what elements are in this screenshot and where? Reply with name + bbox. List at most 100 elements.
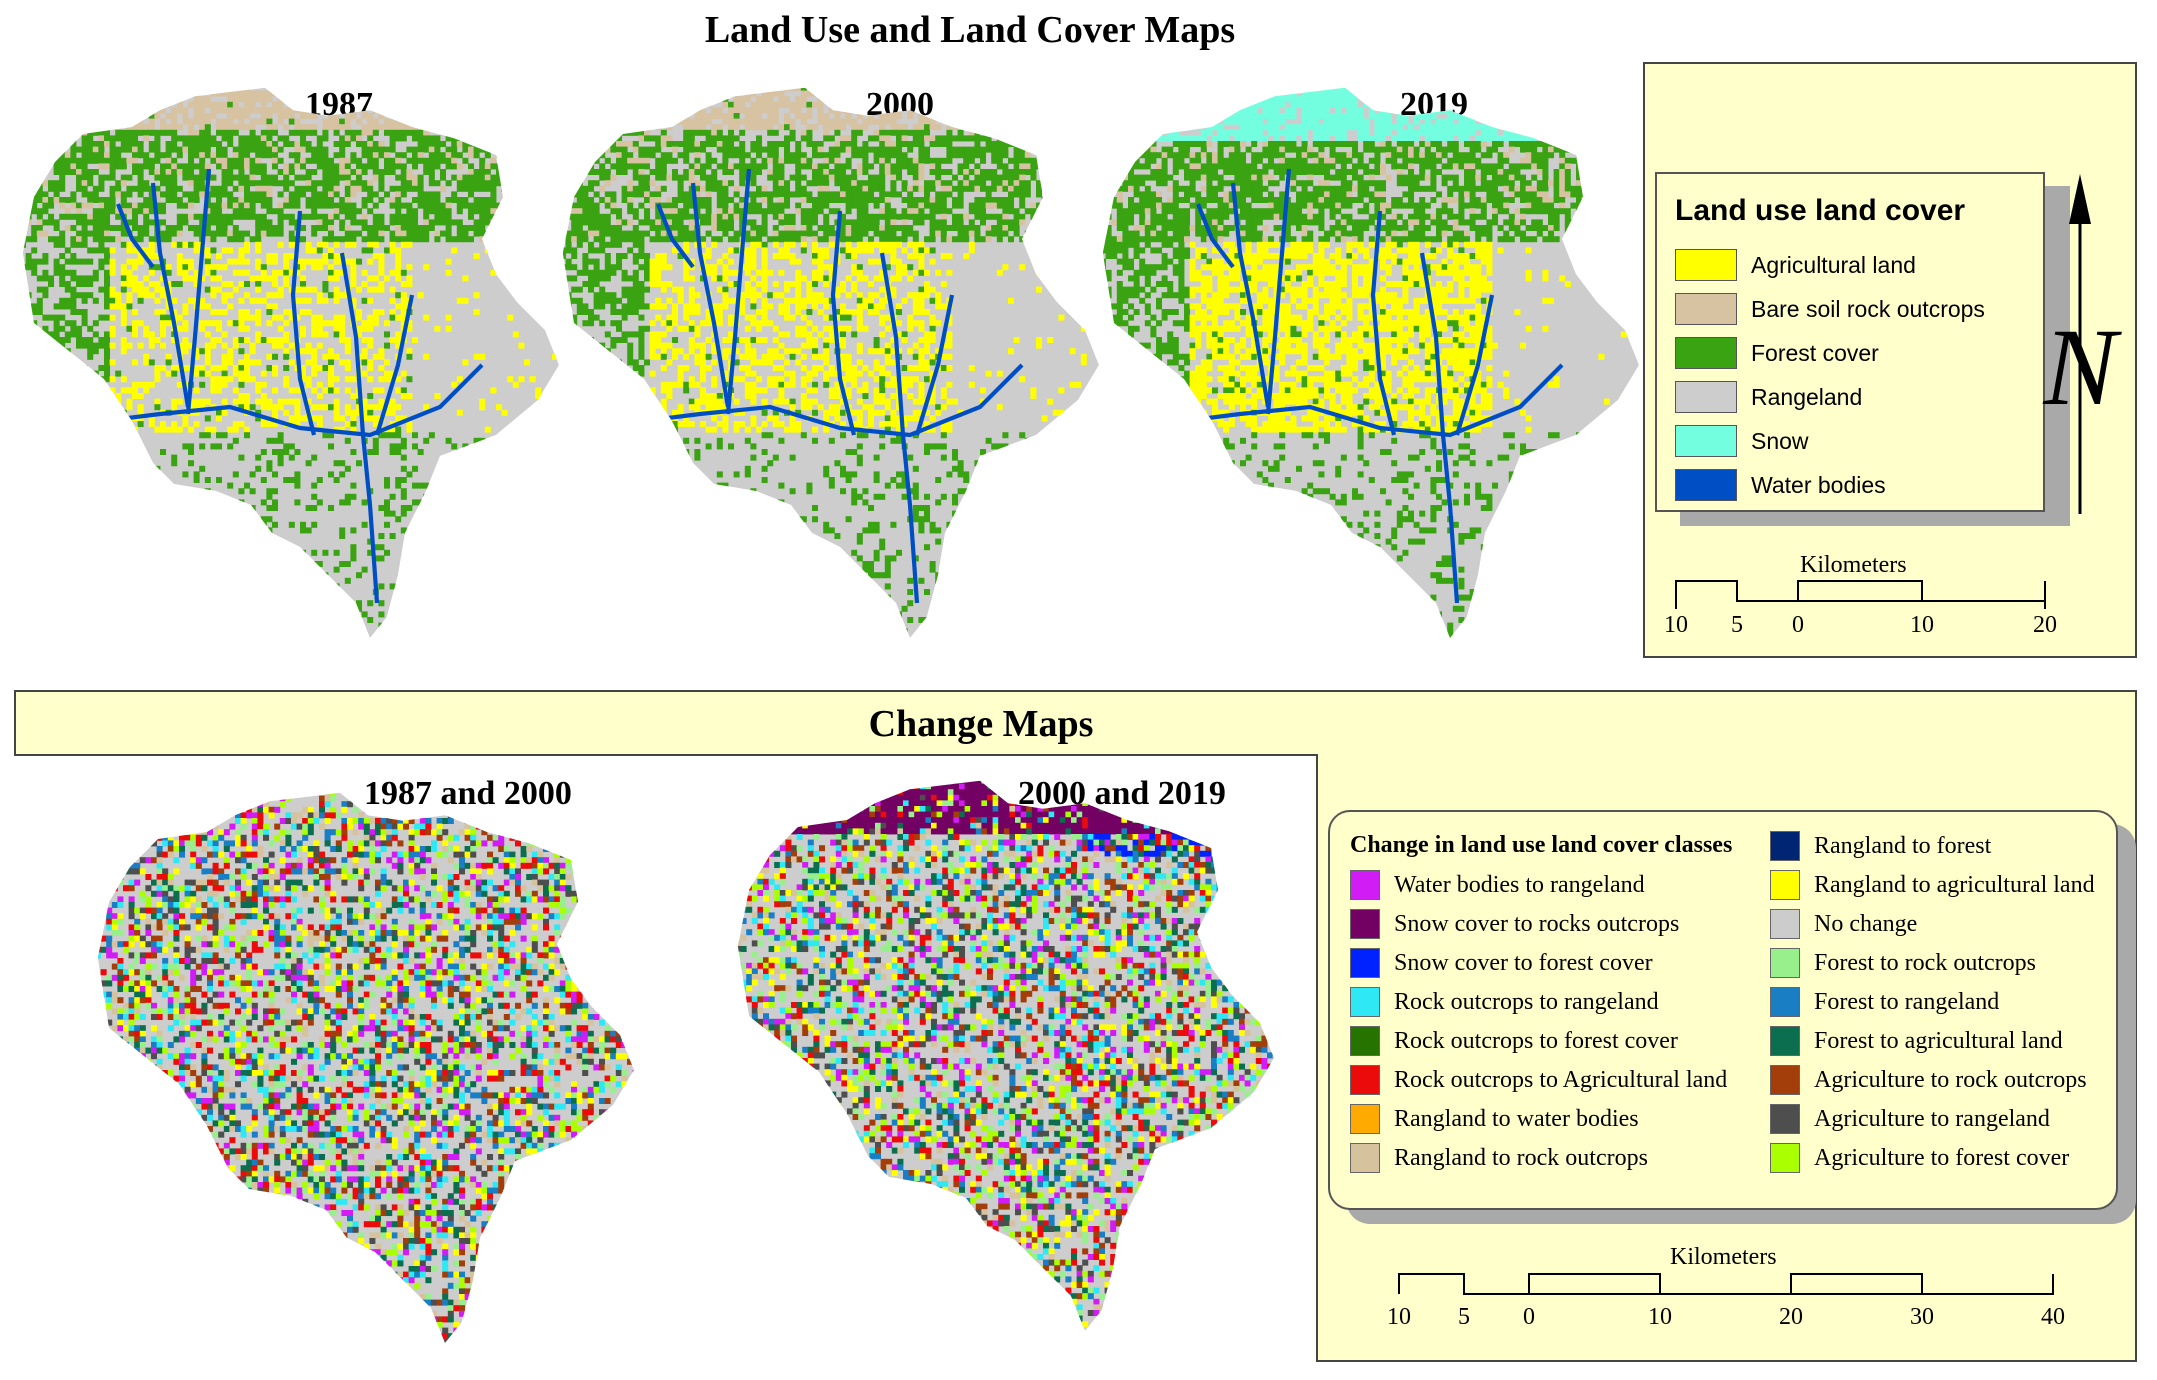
legend-swatch	[1770, 948, 1800, 978]
legend-label: Rock outcrops to Agricultural land	[1394, 1067, 1727, 1094]
legend-swatch	[1770, 1104, 1800, 1134]
legend-swatch	[1770, 1143, 1800, 1173]
scale-unit-top: Kilometers	[1800, 552, 1907, 579]
lulc-legend-title: Land use land cover	[1675, 194, 1965, 228]
scale-unit-bottom: Kilometers	[1670, 1244, 1777, 1271]
legend-swatch	[1675, 381, 1737, 413]
legend-label: Forest to rock outcrops	[1814, 950, 2036, 977]
legend-label: Forest to agricultural land	[1814, 1028, 2063, 1055]
legend-swatch	[1770, 987, 1800, 1017]
legend-swatch	[1350, 948, 1380, 978]
scale-bar-top	[1675, 580, 2046, 609]
change-legend-title: Change in land use land cover classes	[1350, 832, 1732, 859]
change-legend-item: No change	[1770, 909, 1917, 939]
change-legend-item: Rock outcrops to rangeland	[1350, 987, 1659, 1017]
legend-label: Water bodies to rangeland	[1394, 872, 1645, 899]
change-legend-item: Rangland to agricultural land	[1770, 870, 2095, 900]
lulc-legend-item: Snow	[1675, 425, 1809, 457]
legend-label: Agriculture to rangeland	[1814, 1106, 2050, 1133]
legend-swatch	[1350, 1143, 1380, 1173]
legend-label: Rock outcrops to rangeland	[1394, 989, 1659, 1016]
change-map-2000-2019	[737, 780, 1274, 1331]
change-legend-item: Agriculture to rock outcrops	[1770, 1065, 2087, 1095]
change-legend-item: Snow cover to rocks outcrops	[1350, 909, 1679, 939]
lulc-map-2019	[1102, 87, 1639, 638]
legend-swatch	[1350, 1026, 1380, 1056]
change-legend: Change in land use land cover classes Wa…	[1328, 810, 2118, 1210]
scale-tick-label: 10	[1910, 612, 1934, 639]
change-legend-item: Forest to rangeland	[1770, 987, 1999, 1017]
scale-tick-label: 10	[1387, 1304, 1411, 1331]
change-map-label-2: 2000 and 2019	[1018, 775, 1226, 813]
legend-swatch	[1675, 337, 1737, 369]
scale-tick-label: 40	[2041, 1304, 2065, 1331]
lulc-map-2000	[562, 87, 1099, 638]
legend-swatch	[1350, 987, 1380, 1017]
legend-swatch	[1675, 425, 1737, 457]
change-map-1987-2000	[97, 792, 634, 1343]
legend-label: Rangland to forest	[1814, 833, 1991, 860]
legend-label: Snow cover to forest cover	[1394, 950, 1653, 977]
change-legend-item: Rock outcrops to forest cover	[1350, 1026, 1678, 1056]
legend-label: Rangland to water bodies	[1394, 1106, 1639, 1133]
change-legend-item: Rangland to forest	[1770, 831, 1991, 861]
legend-label: No change	[1814, 911, 1917, 938]
legend-label: Snow	[1751, 428, 1809, 455]
legend-label: Water bodies	[1751, 472, 1886, 499]
legend-label: Forest cover	[1751, 340, 1879, 367]
top-title: Land Use and Land Cover Maps	[0, 8, 1940, 52]
scale-bar-bottom	[1398, 1273, 2054, 1295]
legend-swatch	[1770, 909, 1800, 939]
legend-swatch	[1350, 1065, 1380, 1095]
lulc-legend-item: Agricultural land	[1675, 249, 1916, 281]
legend-swatch	[1675, 469, 1737, 501]
legend-swatch	[1770, 1026, 1800, 1056]
change-legend-item: Snow cover to forest cover	[1350, 948, 1653, 978]
scale-tick-label: 10	[1648, 1304, 1672, 1331]
lulc-legend-item: Water bodies	[1675, 469, 1886, 501]
change-legend-item: Forest to agricultural land	[1770, 1026, 2063, 1056]
scale-tick-label: 10	[1664, 612, 1688, 639]
change-legend-item: Rangland to water bodies	[1350, 1104, 1639, 1134]
legend-label: Agriculture to rock outcrops	[1814, 1067, 2087, 1094]
lulc-legend-item: Forest cover	[1675, 337, 1879, 369]
lulc-map-1987	[22, 87, 559, 638]
legend-swatch	[1770, 870, 1800, 900]
north-letter: N	[2042, 306, 2122, 428]
legend-label: Bare soil rock outcrops	[1751, 296, 1985, 323]
legend-label: Agriculture to forest cover	[1814, 1145, 2069, 1172]
lulc-legend-panel: Land use land cover Agricultural land Bar…	[1643, 62, 2137, 658]
legend-label: Snow cover to rocks outcrops	[1394, 911, 1679, 938]
change-maps-band: Change Maps	[14, 690, 2137, 756]
scale-tick-label: 20	[2033, 612, 2057, 639]
change-map-label-1: 1987 and 2000	[364, 775, 572, 813]
legend-swatch	[1675, 249, 1737, 281]
change-maps-title: Change Maps	[16, 702, 1946, 746]
lulc-legend: Land use land cover Agricultural land Bar…	[1655, 172, 2045, 512]
scale-tick-label: 30	[1910, 1304, 1934, 1331]
change-legend-panel: Change in land use land cover classes Wa…	[1316, 754, 2137, 1362]
scale-tick-label: 20	[1779, 1304, 1803, 1331]
legend-label: Rock outcrops to forest cover	[1394, 1028, 1678, 1055]
legend-swatch	[1770, 831, 1800, 861]
lulc-legend-item: Bare soil rock outcrops	[1675, 293, 1985, 325]
change-legend-item: Agriculture to rangeland	[1770, 1104, 2050, 1134]
change-legend-item: Rangland to rock outcrops	[1350, 1143, 1648, 1173]
scale-tick-label: 5	[1731, 612, 1743, 639]
legend-label: Forest to rangeland	[1814, 989, 1999, 1016]
scale-tick-label: 0	[1792, 612, 1804, 639]
legend-swatch	[1350, 1104, 1380, 1134]
change-legend-item: Agriculture to forest cover	[1770, 1143, 2069, 1173]
scale-tick-label: 5	[1458, 1304, 1470, 1331]
legend-swatch	[1770, 1065, 1800, 1095]
legend-label: Rangland to agricultural land	[1814, 872, 2095, 899]
legend-label: Rangland to rock outcrops	[1394, 1145, 1648, 1172]
scale-tick-label: 0	[1523, 1304, 1535, 1331]
legend-label: Agricultural land	[1751, 252, 1916, 279]
change-legend-item: Forest to rock outcrops	[1770, 948, 2036, 978]
north-arrow-icon: N	[2042, 174, 2122, 514]
change-legend-item: Rock outcrops to Agricultural land	[1350, 1065, 1727, 1095]
change-legend-item: Water bodies to rangeland	[1350, 870, 1645, 900]
lulc-legend-item: Rangeland	[1675, 381, 1862, 413]
legend-swatch	[1350, 870, 1380, 900]
